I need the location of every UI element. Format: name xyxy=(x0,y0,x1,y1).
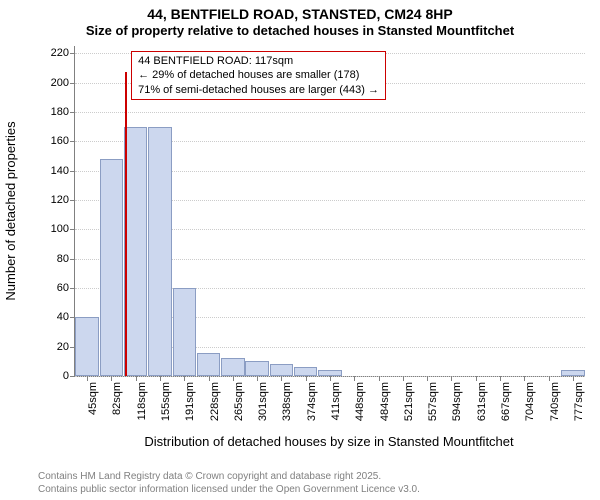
x-tick-mark xyxy=(160,376,161,381)
histogram-bar xyxy=(124,127,147,376)
x-tick-label: 777sqm xyxy=(573,382,585,421)
histogram-bar xyxy=(100,159,123,376)
x-tick-mark xyxy=(524,376,525,381)
title-line-1: 44, BENTFIELD ROAD, STANSTED, CM24 8HP xyxy=(0,0,600,23)
x-tick-label: 228sqm xyxy=(209,382,221,421)
title-line-2: Size of property relative to detached ho… xyxy=(0,23,600,39)
x-tick-label: 374sqm xyxy=(306,382,318,421)
x-tick-label: 191sqm xyxy=(184,382,196,421)
x-tick-label: 45sqm xyxy=(87,382,99,415)
x-tick-label: 338sqm xyxy=(281,382,293,421)
x-tick-label: 521sqm xyxy=(403,382,415,421)
y-tick-mark xyxy=(70,83,75,84)
highlight-line xyxy=(125,72,127,376)
x-tick-mark xyxy=(549,376,550,381)
x-tick-mark xyxy=(209,376,210,381)
x-tick-label: 484sqm xyxy=(379,382,391,421)
y-tick-mark xyxy=(70,288,75,289)
x-tick-label: 594sqm xyxy=(451,382,463,421)
x-tick-mark xyxy=(403,376,404,381)
x-tick-mark xyxy=(306,376,307,381)
x-tick-mark xyxy=(330,376,331,381)
callout-line: 44 BENTFIELD ROAD: 117sqm xyxy=(138,54,379,68)
x-tick-mark xyxy=(257,376,258,381)
x-tick-mark xyxy=(281,376,282,381)
histogram-bar xyxy=(221,358,244,376)
callout-line: ← 29% of detached houses are smaller (17… xyxy=(138,68,379,82)
x-tick-mark xyxy=(136,376,137,381)
y-tick-mark xyxy=(70,53,75,54)
y-tick-mark xyxy=(70,112,75,113)
y-tick-mark xyxy=(70,317,75,318)
histogram-bar xyxy=(75,317,98,376)
x-tick-mark xyxy=(427,376,428,381)
x-tick-mark xyxy=(379,376,380,381)
x-tick-label: 411sqm xyxy=(330,382,342,420)
x-tick-label: 740sqm xyxy=(549,382,561,421)
x-tick-label: 704sqm xyxy=(524,382,536,421)
histogram-bar xyxy=(148,127,171,376)
x-tick-mark xyxy=(184,376,185,381)
y-tick-mark xyxy=(70,141,75,142)
y-tick-mark xyxy=(70,229,75,230)
histogram-bar xyxy=(245,361,268,376)
y-axis-label: Number of detached properties xyxy=(3,121,18,300)
histogram-bar xyxy=(173,288,196,376)
x-tick-mark xyxy=(354,376,355,381)
footer-attribution: Contains HM Land Registry data © Crown c… xyxy=(38,471,420,496)
x-tick-label: 82sqm xyxy=(111,382,123,415)
grid-line xyxy=(75,112,585,113)
histogram-bar xyxy=(270,364,293,376)
x-tick-mark xyxy=(573,376,574,381)
chart-plot-area: 02040608010012014016018020022045sqm82sqm… xyxy=(74,46,585,377)
x-tick-mark xyxy=(451,376,452,381)
x-axis-label: Distribution of detached houses by size … xyxy=(74,434,584,449)
x-tick-label: 667sqm xyxy=(500,382,512,421)
y-tick-mark xyxy=(70,171,75,172)
histogram-bar xyxy=(197,353,220,376)
x-tick-mark xyxy=(111,376,112,381)
x-tick-mark xyxy=(87,376,88,381)
x-tick-mark xyxy=(500,376,501,381)
x-tick-mark xyxy=(476,376,477,381)
footer-line-1: Contains HM Land Registry data © Crown c… xyxy=(38,471,420,484)
x-tick-label: 301sqm xyxy=(257,382,269,421)
y-tick-mark xyxy=(70,347,75,348)
y-tick-mark xyxy=(70,376,75,377)
footer-line-2: Contains public sector information licen… xyxy=(38,484,420,497)
x-tick-mark xyxy=(233,376,234,381)
y-tick-mark xyxy=(70,259,75,260)
callout-box: 44 BENTFIELD ROAD: 117sqm← 29% of detach… xyxy=(131,51,386,100)
x-tick-label: 155sqm xyxy=(160,382,172,421)
callout-line: 71% of semi-detached houses are larger (… xyxy=(138,83,379,97)
y-tick-mark xyxy=(70,200,75,201)
x-tick-label: 448sqm xyxy=(354,382,366,421)
x-tick-label: 265sqm xyxy=(233,382,245,421)
x-tick-label: 631sqm xyxy=(476,382,488,421)
x-tick-label: 557sqm xyxy=(427,382,439,421)
x-tick-label: 118sqm xyxy=(136,382,148,420)
histogram-bar xyxy=(294,367,317,376)
